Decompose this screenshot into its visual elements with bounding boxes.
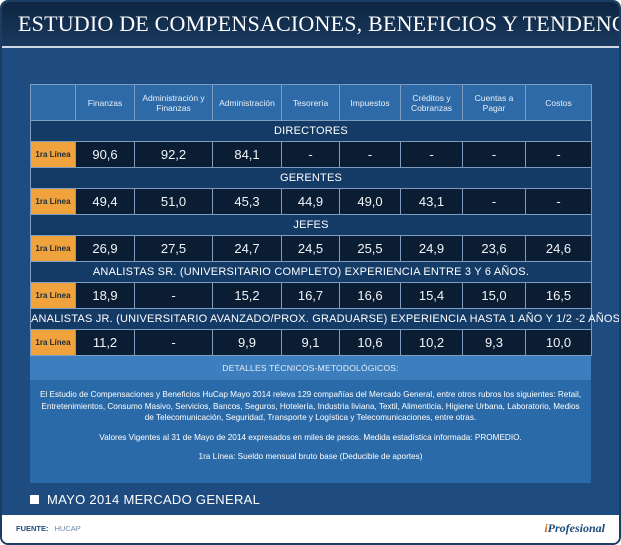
salary-cell: 24,9	[400, 235, 463, 262]
salary-cell: -	[134, 329, 213, 356]
header-bar: ESTUDIO DE COMPENSACIONES, BENEFICIOS Y …	[2, 2, 619, 46]
period-tag: MAYO 2014 MERCADO GENERAL	[30, 490, 260, 508]
section-header-row: DIRECTORES	[30, 120, 592, 142]
compensation-table: Finanzas Administración y Finanzas Adminis…	[30, 84, 619, 356]
salary-cell: 11,2	[75, 329, 135, 356]
salary-cell: 24,5	[281, 235, 340, 262]
salary-cell: -	[525, 188, 592, 215]
table-row: 1ra Línea 11,2-9,9 9,1 10,6 10,2 9,3 10,0	[30, 329, 592, 356]
source-credit: FUENTE: HUCAP	[16, 524, 81, 533]
salary-cell: 51,0	[134, 188, 213, 215]
section-header-row: JEFES	[30, 214, 592, 236]
details-box: DETALLES TÉCNICOS-METODOLÓGICOS: El Estu…	[30, 356, 591, 483]
salary-cell: 24,7	[212, 235, 282, 262]
column-header: Tesorería	[281, 84, 340, 121]
column-header: Impuestos	[339, 84, 401, 121]
column-header: Cuentas a Pagar	[462, 84, 526, 121]
row-label: 1ra Línea	[30, 188, 76, 215]
section-title: GERENTES	[30, 167, 592, 189]
period-tag-label: MAYO 2014 MERCADO GENERAL	[47, 491, 261, 507]
source-value: HUCAP	[54, 524, 81, 533]
salary-cell: 10,2	[400, 329, 463, 356]
salary-cell: 27,5	[134, 235, 213, 262]
header-divider	[2, 46, 619, 48]
row-label: 1ra Línea	[30, 282, 76, 309]
salary-cell: -	[339, 141, 401, 168]
details-paragraph-values: Valores Vigentes al 31 de Mayo de 2014 e…	[99, 432, 522, 442]
salary-cell: 90,6	[75, 141, 135, 168]
details-heading: DETALLES TÉCNICOS-METODOLÓGICOS:	[30, 356, 591, 380]
salary-cell: 45,3	[212, 188, 282, 215]
table-row: 1ra Línea 90,6 92,2 84,1- - - - -	[30, 141, 592, 168]
section-header-row: ANALISTAS JR. (UNIVERSITARIO AVANZADO/PR…	[30, 308, 619, 330]
row-label: 1ra Línea	[30, 141, 76, 168]
salary-cell: 49,0	[339, 188, 401, 215]
details-paragraph-definition: 1ra Línea: Sueldo mensual bruto base (De…	[198, 452, 423, 461]
salary-cell: 44,9	[281, 188, 340, 215]
salary-cell: 18,9	[75, 282, 135, 309]
salary-cell: 16,6	[339, 282, 401, 309]
section-title: ANALISTAS SR. (UNIVERSITARIO COMPLETO) E…	[30, 261, 592, 283]
section-header-row: ANALISTAS SR. (UNIVERSITARIO COMPLETO) E…	[30, 261, 592, 283]
page-title: ESTUDIO DE COMPENSACIONES, BENEFICIOS Y …	[18, 11, 621, 36]
salary-cell: 24,6	[525, 235, 592, 262]
section-header-row: GERENTES	[30, 167, 592, 189]
table-row: 1ra Línea 18,9-15,2 16,7 16,6 15,4 15,0 16,5	[30, 282, 592, 309]
salary-cell: 9,3	[462, 329, 526, 356]
row-label: 1ra Línea	[30, 329, 76, 356]
salary-cell: 15,0	[462, 282, 526, 309]
section-title: DIRECTORES	[30, 120, 592, 142]
salary-cell: 92,2	[134, 141, 213, 168]
salary-cell: 15,2	[212, 282, 282, 309]
brand-name: Profesional	[547, 521, 605, 535]
table-row: 1ra Línea 26,9 27,5 24,7 24,5 25,5 24,9 23,6 24,…	[30, 235, 592, 262]
column-header: Créditos y Cobranzas	[400, 84, 463, 121]
salary-cell: -	[400, 141, 463, 168]
salary-cell: 26,9	[75, 235, 135, 262]
column-header-row: Finanzas Administración y Finanzas Adminis…	[30, 84, 592, 121]
salary-cell: -	[462, 141, 526, 168]
details-paragraph-companies: El Estudio de Compensaciones y Beneficio…	[39, 390, 582, 422]
row-label: 1ra Línea	[30, 235, 76, 262]
salary-cell: 15,4	[400, 282, 463, 309]
salary-cell: 10,6	[339, 329, 401, 356]
column-header: Administración y Finanzas	[134, 84, 213, 121]
salary-cell: 9,1	[281, 329, 340, 356]
salary-cell: -	[462, 188, 526, 215]
salary-cell: 43,1	[400, 188, 463, 215]
salary-cell: -	[134, 282, 213, 309]
square-bullet-icon	[30, 494, 39, 504]
salary-cell: -	[281, 141, 340, 168]
brand-prefix: i	[544, 521, 548, 535]
salary-cell: -	[525, 141, 592, 168]
salary-cell: 16,7	[281, 282, 340, 309]
details-body: El Estudio de Compensaciones y Beneficio…	[38, 389, 583, 471]
salary-cell: 10,0	[525, 329, 592, 356]
main-panel: Finanzas Administración y Finanzas Adminis…	[2, 48, 619, 515]
column-header: Finanzas	[75, 84, 135, 121]
salary-cell: 49,4	[75, 188, 135, 215]
bottom-bar: FUENTE: HUCAP iProfesional	[2, 515, 619, 543]
salary-cell: 25,5	[339, 235, 401, 262]
column-header: Administración	[212, 84, 282, 121]
table-row: 1ra Línea 49,4 51,0 45,3 44,9 49,0 43,1- -	[30, 188, 592, 215]
salary-cell: 16,5	[525, 282, 592, 309]
salary-cell: 23,6	[462, 235, 526, 262]
salary-cell: 9,9	[212, 329, 282, 356]
column-header: Costos	[525, 84, 592, 121]
section-title: ANALISTAS JR. (UNIVERSITARIO AVANZADO/PR…	[30, 308, 619, 330]
salary-cell: 84,1	[212, 141, 282, 168]
brand-logo: iProfesional	[544, 521, 605, 536]
corner-header-cell	[30, 84, 76, 121]
source-label: FUENTE:	[16, 524, 49, 533]
section-title: JEFES	[30, 214, 592, 236]
